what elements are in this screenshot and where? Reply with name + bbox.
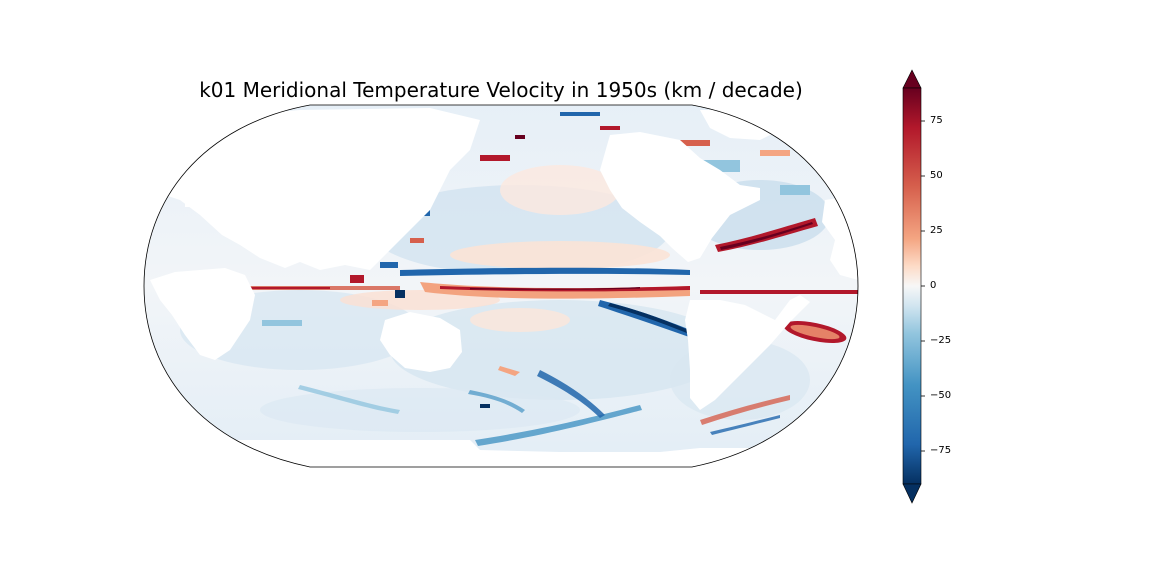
map-title: k01 Meridional Temperature Velocity in 1… [199, 78, 803, 102]
colorbar-tick-label: 0 [930, 280, 937, 291]
colorbar-tick-label: 50 [930, 170, 943, 181]
colorbar-tick-label: −50 [930, 390, 952, 401]
colorbar-tick-label: 75 [930, 115, 943, 126]
colorbar-body [902, 87, 922, 485]
colorbar-extend-max [902, 69, 922, 89]
colorbar-tick-label: −75 [930, 445, 952, 456]
colorbar-tick-label: 25 [930, 225, 943, 236]
land-masses [144, 108, 858, 467]
colorbar-tick-label: −25 [930, 335, 952, 346]
velocity-field [144, 105, 858, 467]
colorbar-extend-min [902, 483, 922, 504]
globe-outline [143, 104, 859, 468]
